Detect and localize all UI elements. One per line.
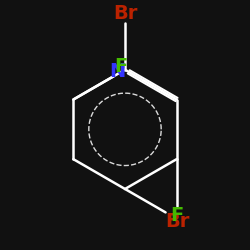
Text: F: F bbox=[170, 206, 183, 225]
Text: Br: Br bbox=[113, 4, 137, 23]
Text: Br: Br bbox=[166, 212, 190, 232]
Text: F: F bbox=[114, 57, 127, 76]
Text: N: N bbox=[109, 62, 125, 81]
